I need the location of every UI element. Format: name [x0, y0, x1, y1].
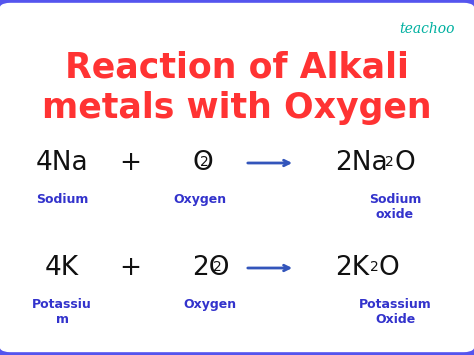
- Text: O: O: [379, 255, 400, 281]
- Text: teachoo: teachoo: [400, 22, 455, 36]
- Text: 2: 2: [385, 155, 394, 169]
- Text: +: +: [119, 255, 141, 281]
- Text: 4Na: 4Na: [36, 150, 88, 176]
- Text: Reaction of Alkali: Reaction of Alkali: [65, 51, 409, 85]
- Text: Potassium
Oxide: Potassium Oxide: [359, 298, 431, 326]
- Text: 2: 2: [200, 155, 209, 169]
- Text: +: +: [119, 150, 141, 176]
- Text: Potassiu
m: Potassiu m: [32, 298, 92, 326]
- Text: 2Na: 2Na: [335, 150, 388, 176]
- Text: 2: 2: [213, 260, 222, 274]
- Text: Oxygen: Oxygen: [183, 298, 237, 311]
- Text: metals with Oxygen: metals with Oxygen: [42, 91, 432, 125]
- Text: 4K: 4K: [45, 255, 79, 281]
- Text: Oxygen: Oxygen: [173, 193, 227, 206]
- Text: 2K: 2K: [335, 255, 369, 281]
- Text: O: O: [394, 150, 415, 176]
- Text: Sodium: Sodium: [36, 193, 88, 206]
- Text: O: O: [192, 150, 213, 176]
- Text: 2O: 2O: [192, 255, 229, 281]
- Text: 2: 2: [370, 260, 379, 274]
- Text: Sodium
oxide: Sodium oxide: [369, 193, 421, 221]
